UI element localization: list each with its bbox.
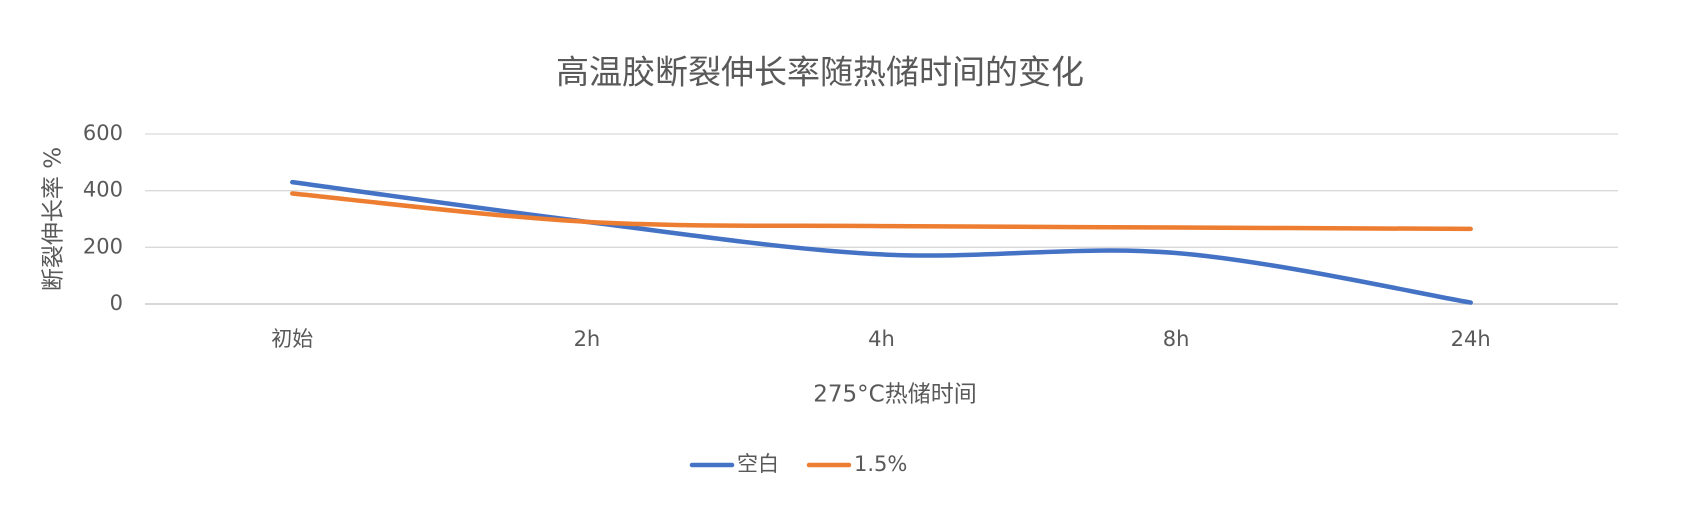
x-tick-label: 8h xyxy=(1163,327,1190,351)
legend-label: 空白 xyxy=(737,452,779,476)
y-tick-label: 600 xyxy=(83,121,123,145)
series-line xyxy=(290,179,1473,305)
y-axis-title: 断裂伸长率 % xyxy=(41,147,67,291)
x-tick-label: 初始 xyxy=(271,327,313,351)
y-tick-label: 0 xyxy=(110,291,123,315)
x-tick-label: 4h xyxy=(868,327,895,351)
legend-label: 1.5% xyxy=(854,452,907,476)
x-tick-label: 2h xyxy=(574,327,601,351)
x-tick-label: 24h xyxy=(1451,327,1491,351)
chart-title: 高温胶断裂伸长率随热储时间的变化 xyxy=(556,53,1084,92)
x-axis-title: 275°C热储时间 xyxy=(813,382,976,408)
y-tick-label: 400 xyxy=(83,178,123,202)
series-line xyxy=(290,191,1473,232)
y-tick-label: 200 xyxy=(83,234,123,258)
